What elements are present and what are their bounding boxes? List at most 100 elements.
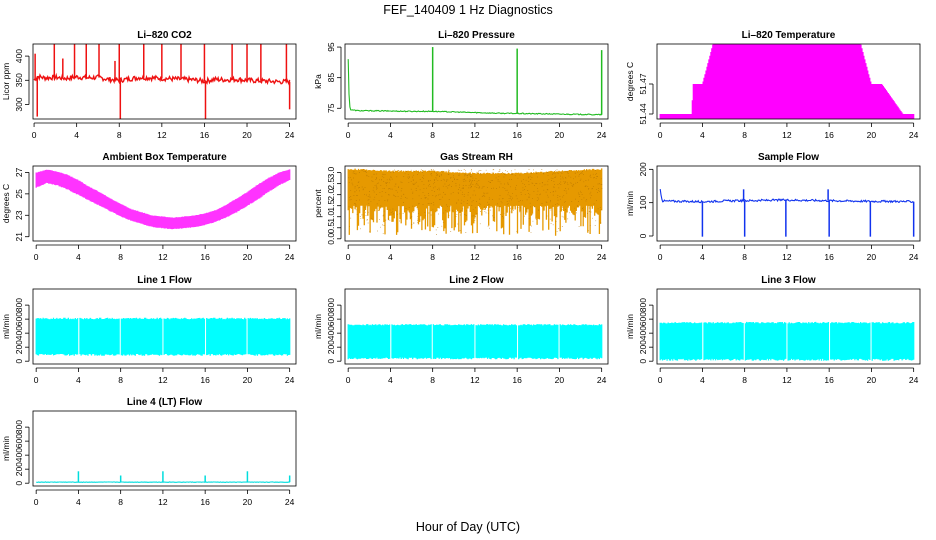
frame-licor_temp (656, 43, 921, 120)
rh-points (348, 169, 603, 235)
x-tick-label-box_temp-4: 4 (76, 252, 81, 262)
x-tick-label-licor_temp-16: 16 (824, 130, 834, 140)
frame-line4_flow (32, 410, 297, 487)
title-rh: Gas Stream RH (440, 152, 513, 163)
panel-line3_flow: Line 3 Flow 0 4 8 12 16 20 24 0 200400600800ml/mi… (625, 275, 921, 385)
x-tick-label-rh-0: 0 (346, 252, 351, 262)
y-tick-label-box_temp-1: 23 (14, 210, 24, 220)
y-tick-label-line2_flow-0: 0 (326, 359, 336, 364)
plot-area-pressure (347, 47, 603, 116)
x-tick-label-line1_flow-20: 20 (243, 375, 253, 385)
x-tick-label-line1_flow-0: 0 (34, 375, 39, 385)
title-line4_flow: Line 4 (LT) Flow (127, 397, 203, 408)
x-tick-label-line3_flow-8: 8 (742, 375, 747, 385)
plot-area-sample_flow (659, 189, 915, 237)
frame-line1_flow (32, 288, 297, 365)
band-rh (347, 168, 603, 236)
series-sample_flow (659, 189, 915, 204)
x-tick-label-line2_flow-8: 8 (430, 375, 435, 385)
panel-sample_flow: Sample Flow 0 4 8 12 16 20 24 0 100 200 ml/min (625, 152, 921, 262)
series-pressure (347, 59, 603, 116)
x-tick-label-box_temp-16: 16 (200, 252, 210, 262)
y-tick-label-line2_flow-2: 400 (326, 326, 336, 340)
x-tick-label-sample_flow-24: 24 (909, 252, 919, 262)
panel-line4_flow: Line 4 (LT) Flow 0 4 8 12 16 20 24 0 200400600800… (1, 397, 297, 507)
x-tick-label-sample_flow-4: 4 (700, 252, 705, 262)
x-tick-label-sample_flow-20: 20 (867, 252, 877, 262)
plot-area-rh (347, 168, 603, 236)
y-tick-label-line2_flow-1: 200 (326, 340, 336, 354)
y-tick-label-pressure-1: 85 (326, 73, 336, 83)
title-sample_flow: Sample Flow (758, 152, 819, 163)
y-tick-label-rh-3: 1.5 (326, 200, 336, 212)
y-tick-label-line4_flow-0: 0 (14, 481, 24, 486)
x-tick-label-line4_flow-16: 16 (200, 497, 210, 507)
y-label-co2: Licor ppm (1, 63, 11, 100)
y-tick-label-pressure-2: 95 (326, 42, 336, 52)
title-line2_flow: Line 2 Flow (449, 275, 504, 286)
x-tick-label-pressure-16: 16 (512, 130, 522, 140)
panel-rh: Gas Stream RH 0 4 8 12 16 20 24 0.00.51.01.52.02… (313, 152, 609, 262)
title-co2: Li–820 CO2 (137, 30, 192, 41)
band-box_temp (35, 169, 291, 230)
x-tick-label-rh-4: 4 (388, 252, 393, 262)
y-label-line3_flow: ml/min (625, 314, 635, 339)
x-tick-label-line3_flow-20: 20 (867, 375, 877, 385)
y-tick-label-pressure-0: 75 (326, 103, 336, 113)
x-tick-label-line4_flow-12: 12 (158, 497, 168, 507)
x-tick-label-pressure-0: 0 (346, 130, 351, 140)
frame-box_temp (32, 165, 297, 242)
x-tick-label-licor_temp-12: 12 (782, 130, 792, 140)
y-tick-label-line1_flow-4: 800 (14, 298, 24, 312)
x-tick-label-pressure-20: 20 (555, 130, 565, 140)
plot-area-line4_flow (36, 471, 291, 483)
x-tick-label-rh-12: 12 (470, 252, 480, 262)
y-tick-label-line3_flow-4: 800 (638, 298, 648, 312)
frame-sample_flow (656, 165, 921, 242)
x-tick-label-co2-20: 20 (242, 130, 252, 140)
x-tick-label-box_temp-8: 8 (118, 252, 123, 262)
plot-area-licor_temp (659, 44, 915, 119)
x-tick-label-co2-12: 12 (157, 130, 167, 140)
series-licor_temp (659, 44, 915, 119)
y-tick-label-line1_flow-2: 400 (14, 326, 24, 340)
y-tick-label-line4_flow-3: 600 (14, 434, 24, 448)
x-tick-label-licor_temp-0: 0 (658, 130, 663, 140)
figure-x-label: Hour of Day (UTC) (416, 520, 520, 534)
y-tick-label-line4_flow-1: 200 (14, 462, 24, 476)
x-tick-label-line1_flow-12: 12 (158, 375, 168, 385)
x-tick-label-line2_flow-12: 12 (470, 375, 480, 385)
figure-title: FEF_140409 1 Hz Diagnostics (383, 3, 553, 17)
x-tick-label-line3_flow-24: 24 (909, 375, 919, 385)
y-tick-label-box_temp-3: 27 (14, 167, 24, 177)
x-tick-label-pressure-12: 12 (470, 130, 480, 140)
y-tick-label-sample_flow-1: 100 (638, 195, 648, 209)
x-tick-label-line4_flow-8: 8 (118, 497, 123, 507)
title-line1_flow: Line 1 Flow (137, 275, 192, 286)
x-tick-label-co2-24: 24 (285, 130, 295, 140)
x-tick-label-co2-8: 8 (117, 130, 122, 140)
x-tick-label-box_temp-24: 24 (285, 252, 295, 262)
x-tick-label-pressure-4: 4 (388, 130, 393, 140)
y-tick-label-licor_temp-1: 51.47 (638, 73, 648, 95)
y-tick-label-co2-1: 350 (14, 73, 24, 87)
y-tick-label-rh-2: 1.0 (326, 211, 336, 223)
y-tick-label-sample_flow-2: 200 (638, 162, 648, 176)
x-tick-label-licor_temp-20: 20 (867, 130, 877, 140)
x-tick-label-line4_flow-0: 0 (34, 497, 39, 507)
x-tick-label-line3_flow-12: 12 (782, 375, 792, 385)
x-tick-label-line1_flow-16: 16 (200, 375, 210, 385)
panel-licor_temp: Li–820 Temperature 0 4 8 12 16 20 24 51.44 51.47d… (625, 30, 921, 140)
frame-line2_flow (344, 288, 609, 365)
y-tick-label-rh-4: 2.0 (326, 189, 336, 201)
plot-area-line1_flow (35, 317, 291, 356)
y-label-rh: percent (313, 189, 323, 218)
frame-rh (344, 165, 609, 242)
x-tick-label-line2_flow-4: 4 (388, 375, 393, 385)
y-tick-label-line3_flow-3: 600 (638, 312, 648, 326)
plot-area-line2_flow (347, 324, 603, 360)
x-tick-label-box_temp-12: 12 (158, 252, 168, 262)
panel-box_temp: Ambient Box Temperature 0 4 8 12 16 20 24 21 23 25… (1, 152, 297, 262)
x-tick-label-co2-0: 0 (32, 130, 37, 140)
